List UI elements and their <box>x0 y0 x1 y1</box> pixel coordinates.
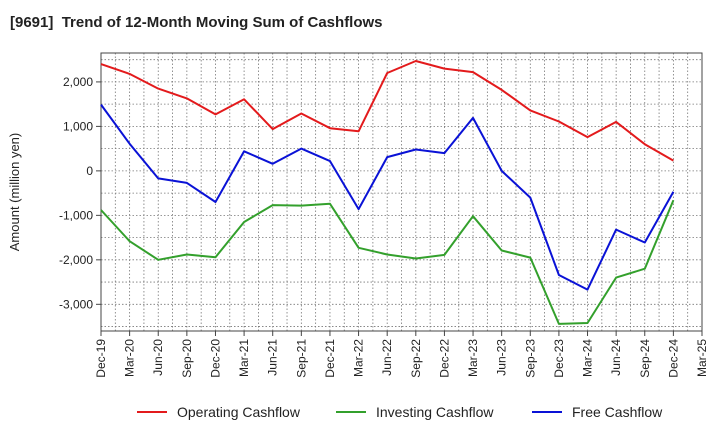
legend-item: Investing Cashflow <box>336 404 494 420</box>
x-tick-label: Mar-21 <box>237 339 251 377</box>
series-line-free-cashflow <box>100 104 675 291</box>
series-line-investing-cashflow <box>100 199 675 325</box>
x-tick-label: Mar-23 <box>466 339 480 377</box>
legend-item: Free Cashflow <box>532 404 662 420</box>
legend-swatch <box>532 411 562 413</box>
x-tick-label: Sep-23 <box>523 339 537 378</box>
x-tick-label: Jun-20 <box>151 339 165 376</box>
chart-title: [9691] Trend of 12-Month Moving Sum of C… <box>10 14 383 31</box>
plot-area <box>100 52 703 332</box>
legend-swatch <box>137 411 167 413</box>
x-tick-label: Dec-20 <box>208 339 222 378</box>
x-tick-label: Jun-21 <box>266 339 280 376</box>
line-chart: 2,000 1,000 0 -1,000 -2,000 -3,000 Dec-19 Mar-2… <box>7 52 709 378</box>
x-tick-label: Dec-24 <box>666 339 680 378</box>
x-tick-label: Mar-24 <box>581 339 595 377</box>
y-axis-label: Amount (million yen) <box>7 133 22 252</box>
x-tick-label: Sep-21 <box>294 339 308 378</box>
chart-legend: Operating Cashflow Investing Cashflow Free… <box>0 404 720 426</box>
x-tick-label: Sep-22 <box>409 339 423 378</box>
x-tick-label: Jun-23 <box>495 339 509 376</box>
x-tick-label: Mar-22 <box>352 339 366 377</box>
x-tick-label: Dec-23 <box>552 339 566 378</box>
grid <box>101 53 702 331</box>
legend-label: Free Cashflow <box>572 404 663 420</box>
y-tick-label: 2,000 <box>63 75 93 89</box>
legend-label: Operating Cashflow <box>177 404 300 420</box>
y-tick-label: 1,000 <box>63 119 93 133</box>
x-tick-label: Dec-19 <box>94 339 108 378</box>
y-tick-label: -2,000 <box>59 253 93 267</box>
legend-item: Operating Cashflow <box>137 404 300 420</box>
x-tick-label: Mar-20 <box>123 339 137 377</box>
legend-swatch <box>336 411 366 413</box>
x-tick-label: Dec-22 <box>437 339 451 378</box>
x-tick-label: Jun-22 <box>380 339 394 376</box>
x-tick-label: Jun-24 <box>609 339 623 376</box>
x-tick-label: Sep-24 <box>638 339 652 378</box>
series-line-operating-cashflow <box>100 60 674 162</box>
x-tick-label: Sep-20 <box>180 339 194 378</box>
y-tick-label: -1,000 <box>59 208 93 222</box>
x-tick-label: Dec-21 <box>323 339 337 378</box>
legend-label: Investing Cashflow <box>376 404 494 420</box>
y-tick-label: -3,000 <box>59 297 93 311</box>
y-tick-label: 0 <box>86 164 93 178</box>
x-tick-label: Mar-25 <box>695 339 709 377</box>
